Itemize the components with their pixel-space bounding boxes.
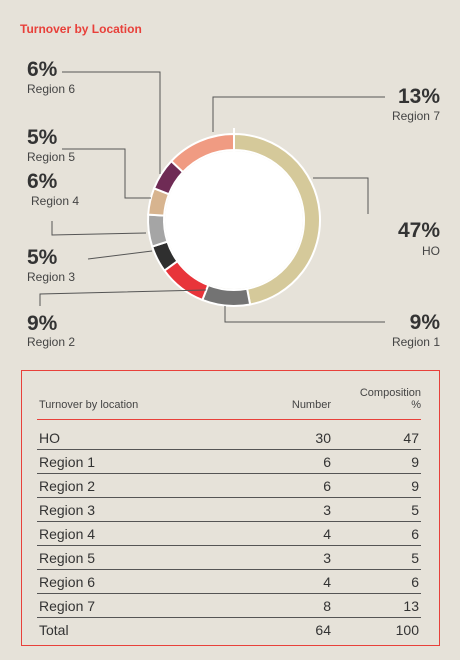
- header-composition-line1: Composition: [359, 387, 421, 399]
- cell-location: Region 2: [37, 473, 251, 498]
- turnover-table-panel: Turnover by location Number Composition …: [21, 370, 440, 646]
- cell-number: 8: [251, 593, 331, 618]
- cell-number: 6: [251, 473, 331, 498]
- cell-composition: 6: [331, 521, 421, 546]
- slice-region-4: [147, 213, 169, 248]
- table-row: Total 64 100: [37, 618, 421, 642]
- table-row: HO 30 47: [37, 419, 421, 450]
- category-label-region-7: Region 7: [392, 109, 440, 123]
- cell-composition: 9: [331, 449, 421, 474]
- cell-number: 4: [251, 521, 331, 546]
- cell-location: Region 4: [37, 521, 251, 546]
- leader-region-1: [224, 306, 385, 323]
- category-label-region-3: Region 3: [27, 270, 75, 284]
- pct-label-region-6: 6%: [27, 58, 58, 81]
- donut-chart: 47%HO9%Region 19%Region 25%Region 36%Reg…: [27, 58, 441, 349]
- cell-location: Region 3: [37, 497, 251, 522]
- leader-region-2: [39, 289, 207, 306]
- cell-location: Region 1: [37, 449, 251, 474]
- cell-location: Region 5: [37, 545, 251, 570]
- category-label-region-4: Region 4: [31, 194, 79, 208]
- cell-number: 3: [251, 497, 331, 522]
- cell-number: 3: [251, 545, 331, 570]
- cell-composition: 6: [331, 569, 421, 594]
- cell-number: 30: [251, 419, 331, 450]
- cell-location: Region 6: [37, 569, 251, 594]
- pct-label-ho: 47%: [398, 219, 440, 242]
- pct-label-region-5: 5%: [27, 126, 58, 149]
- header-number: Number: [251, 381, 331, 420]
- cell-location: Region 7: [37, 593, 251, 618]
- header-composition-line2: %: [411, 399, 421, 411]
- cell-number: 64: [315, 621, 331, 638]
- cell-composition: 100: [395, 621, 419, 638]
- cell-location: Total: [39, 621, 69, 638]
- donut-hole: [165, 151, 303, 289]
- table-body: HO 30 47 Region 1 6 9 Region 2 6 9 Region 3 3 5 Regi…: [37, 419, 421, 642]
- pct-label-region-2: 9%: [27, 312, 58, 335]
- leader-ho: [313, 177, 369, 214]
- category-label-region-1: Region 1: [392, 335, 440, 349]
- cell-number: 6: [251, 449, 331, 474]
- cell-composition: 5: [331, 545, 421, 570]
- pct-label-region-7: 13%: [398, 85, 440, 108]
- chart-title: Turnover by Location: [20, 22, 142, 36]
- leader-region-4: [51, 221, 147, 236]
- table-header-row: Turnover by location Number Composition …: [37, 381, 421, 420]
- cell-number: 4: [251, 569, 331, 594]
- cell-location: HO: [37, 419, 251, 450]
- leader-region-3: [87, 250, 153, 260]
- category-label-region-6: Region 6: [27, 82, 75, 96]
- pct-label-region-4: 6%: [27, 170, 58, 193]
- table-row: Region 7 8 13: [37, 593, 421, 618]
- header-composition: Composition %: [331, 381, 421, 420]
- category-label-region-5: Region 5: [27, 150, 75, 164]
- category-label-ho: HO: [422, 244, 440, 258]
- leader-region-5: [62, 148, 151, 199]
- category-label-region-2: Region 2: [27, 335, 75, 349]
- cell-composition: 9: [331, 473, 421, 498]
- cell-composition: 5: [331, 497, 421, 522]
- turnover-table: Turnover by location Number Composition …: [37, 381, 421, 641]
- header-location: Turnover by location: [37, 381, 251, 420]
- pct-label-region-3: 5%: [27, 246, 58, 269]
- pct-label-region-1: 9%: [410, 311, 441, 334]
- leader-region-7: [212, 96, 385, 132]
- cell-composition: 13: [331, 593, 421, 618]
- leader-region-6: [62, 71, 161, 174]
- cell-composition: 47: [331, 419, 421, 450]
